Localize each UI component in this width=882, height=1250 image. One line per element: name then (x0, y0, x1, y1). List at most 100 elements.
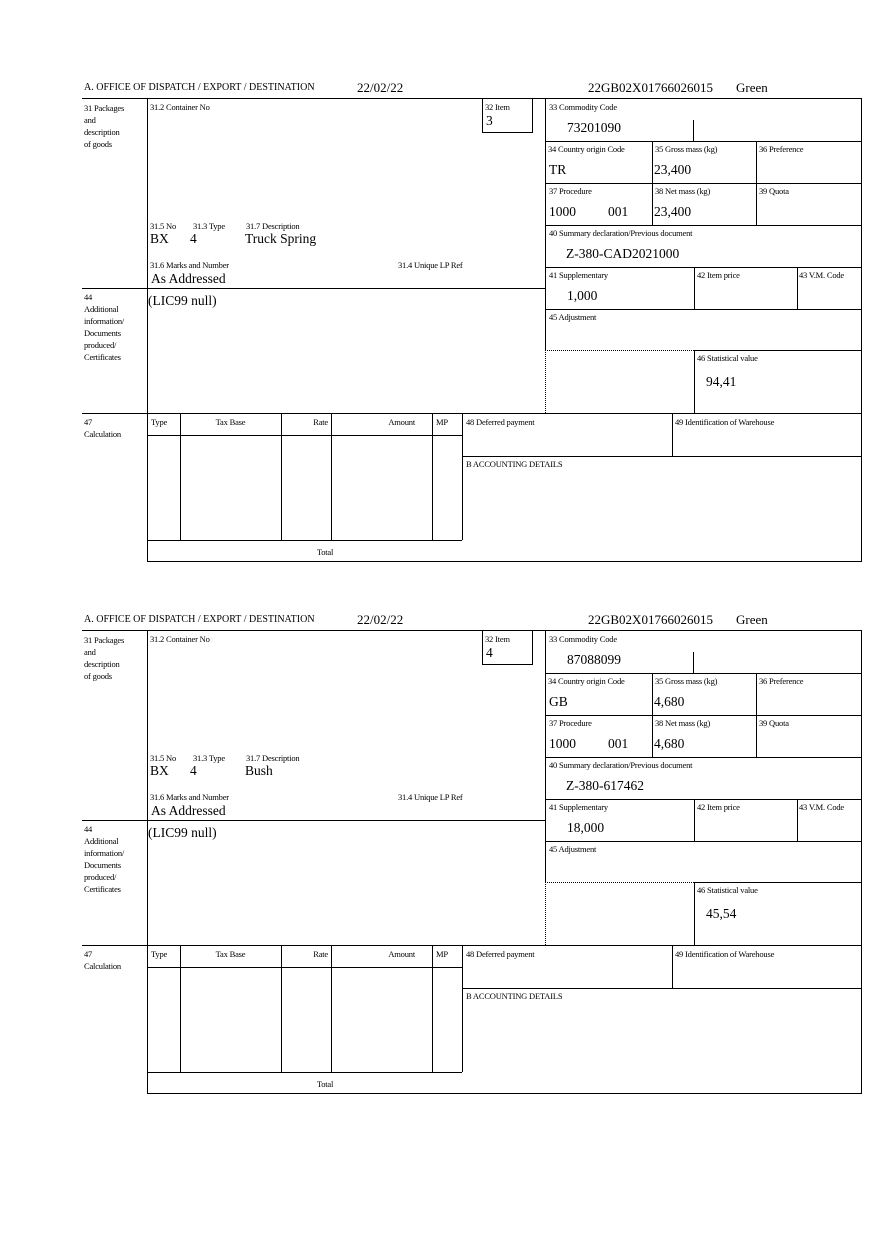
divider (672, 945, 673, 988)
box44-label: Certificates (84, 884, 121, 894)
box44-label: 44 (84, 292, 93, 302)
divider (331, 945, 332, 1072)
container-no-label: 31.2 Container No (150, 634, 210, 644)
accounting-details-label: B ACCOUNTING DETAILS (466, 991, 563, 1001)
box44-label: Documents (84, 328, 121, 338)
net-mass: 23,400 (654, 204, 692, 219)
summary-declaration: Z-380-CAD2021000 (566, 246, 680, 261)
summary-declaration-label: 40 Summary declaration/Previous document (549, 760, 693, 770)
item-price-label: 42 Item price (697, 270, 740, 280)
divider (281, 413, 282, 540)
divider (82, 630, 862, 631)
gross-mass-label: 35 Gross mass (kg) (655, 676, 718, 686)
box31-label: of goods (84, 671, 112, 681)
statistical-value: 45,54 (706, 906, 737, 921)
calc-header-rate: Rate (313, 417, 328, 427)
divider (652, 673, 653, 757)
adjustment-label: 45 Adjustment (549, 844, 597, 854)
divider (797, 267, 798, 309)
calc-header-amount: Amount (388, 949, 415, 959)
box47-label: Calculation (84, 961, 121, 971)
divider (693, 652, 694, 673)
country-origin: GB (549, 694, 568, 709)
box44-label: Additional (84, 304, 119, 314)
box44-label: produced/ (84, 340, 117, 350)
net-mass-label: 38 Net mass (kg) (655, 718, 711, 728)
goods-description: Truck Spring (245, 231, 317, 246)
divider (756, 141, 757, 225)
divider (482, 132, 533, 133)
divider (545, 882, 546, 945)
divider (652, 141, 653, 225)
divider (545, 183, 862, 184)
divider (532, 98, 533, 132)
package-no-label: 31.5 No (150, 221, 176, 231)
calc-header-mp: MP (436, 949, 448, 959)
package-no: BX (150, 231, 169, 246)
office-heading: A. OFFICE OF DISPATCH / EXPORT / DESTINA… (84, 82, 315, 93)
divider (147, 630, 148, 1093)
calc-total-label: Total (316, 547, 334, 557)
package-type-label: 31.3 Type (193, 221, 225, 231)
procedure-code: 1000 (549, 736, 576, 751)
warehouse-label: 49 Identification of Warehouse (675, 949, 775, 959)
box44-label: information/ (84, 316, 125, 326)
calc-header-rate: Rate (313, 949, 328, 959)
marks-label: 31.6 Marks and Number (150, 792, 229, 802)
divider (545, 141, 862, 142)
unique-lp-ref-label: 31.4 Unique LP Ref (398, 260, 463, 270)
divider (180, 945, 181, 1072)
item-number: 3 (486, 113, 493, 128)
divider (82, 820, 546, 821)
box44-label: Documents (84, 860, 121, 870)
divider (694, 350, 862, 351)
divider (82, 413, 862, 414)
divider (482, 630, 483, 664)
additional-info: (LIC99 null) (148, 825, 217, 840)
country-origin-label: 34 Country origin Code (548, 144, 625, 154)
divider (694, 882, 862, 883)
additional-info: (LIC99 null) (148, 293, 217, 308)
divider (147, 967, 462, 968)
box47-label: Calculation (84, 429, 121, 439)
divider (180, 413, 181, 540)
divider (82, 288, 546, 289)
divider (147, 561, 862, 562)
deferred-payment-label: 48 Deferred payment (466, 949, 535, 959)
divider (462, 413, 463, 540)
gross-mass-label: 35 Gross mass (kg) (655, 144, 718, 154)
divider (482, 98, 483, 132)
calc-header-amount: Amount (388, 417, 415, 427)
divider (147, 98, 148, 561)
container-no-label: 31.2 Container No (150, 102, 210, 112)
divider (482, 664, 533, 665)
net-mass: 4,680 (654, 736, 685, 751)
unique-lp-ref-label: 31.4 Unique LP Ref (398, 792, 463, 802)
divider (147, 540, 462, 541)
package-no-label: 31.5 No (150, 753, 176, 763)
divider (82, 98, 862, 99)
date: 22/02/22 (357, 80, 404, 95)
description-label: 31.7 Description (246, 753, 300, 763)
procedure-label: 37 Procedure (549, 186, 592, 196)
marks-value: As Addressed (151, 803, 226, 818)
box31-label: description (84, 127, 120, 137)
box31-label: and (84, 647, 96, 657)
commodity-code-label: 33 Commodity Code (549, 634, 617, 644)
divider (694, 882, 695, 945)
divider (462, 945, 463, 1072)
marks-label: 31.6 Marks and Number (150, 260, 229, 270)
box31-label: of goods (84, 139, 112, 149)
divider (545, 715, 862, 716)
statistical-value: 94,41 (706, 374, 737, 389)
divider (545, 267, 862, 268)
description-label: 31.7 Description (246, 221, 300, 231)
divider (147, 1072, 462, 1073)
item-label: 32 Item (485, 634, 510, 644)
divider (462, 988, 862, 989)
procedure-label: 37 Procedure (549, 718, 592, 728)
item-label: 32 Item (485, 102, 510, 112)
box31-label: 31 Packages (84, 635, 125, 645)
divider (532, 630, 533, 664)
box44-label: 44 (84, 824, 93, 834)
